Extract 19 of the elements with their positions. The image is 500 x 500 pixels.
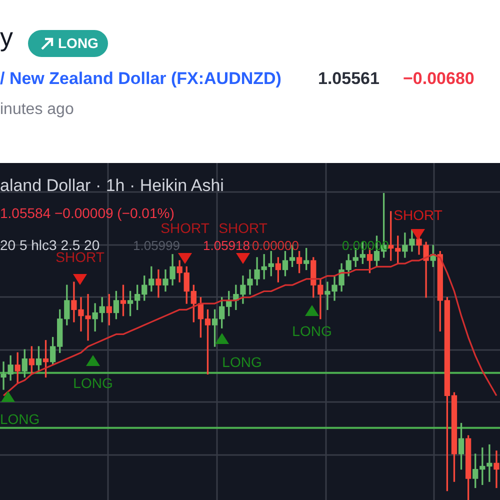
annotation: LONG bbox=[222, 354, 262, 370]
annotation: SHORT bbox=[218, 220, 268, 236]
text: 1.05561 bbox=[318, 69, 380, 88]
annotation: 1.05918 bbox=[203, 238, 250, 253]
text: LONG bbox=[58, 35, 98, 51]
chart-title: y bbox=[0, 22, 13, 52]
annotation: LONG bbox=[292, 323, 332, 339]
annotation: LONG bbox=[73, 375, 113, 391]
chart-subtitle: / New Zealand Dollar (FX:AUDNZD) bbox=[0, 69, 282, 88]
annotation: aland Dollar · 1h · Heikin Ashi bbox=[0, 176, 224, 195]
annotation: 0.00000 bbox=[252, 238, 299, 253]
text: −0.00680 bbox=[403, 69, 474, 88]
text: inutes ago bbox=[0, 101, 74, 118]
candlestick bbox=[494, 450, 500, 488]
annotation: 1.05999 bbox=[133, 238, 180, 253]
annotation: LONG bbox=[0, 411, 40, 427]
annotation: 1.05584 −0.00009 (−0.01%) bbox=[0, 205, 174, 221]
annotation: SHORT bbox=[160, 220, 210, 236]
annotation: SHORT bbox=[394, 207, 442, 223]
